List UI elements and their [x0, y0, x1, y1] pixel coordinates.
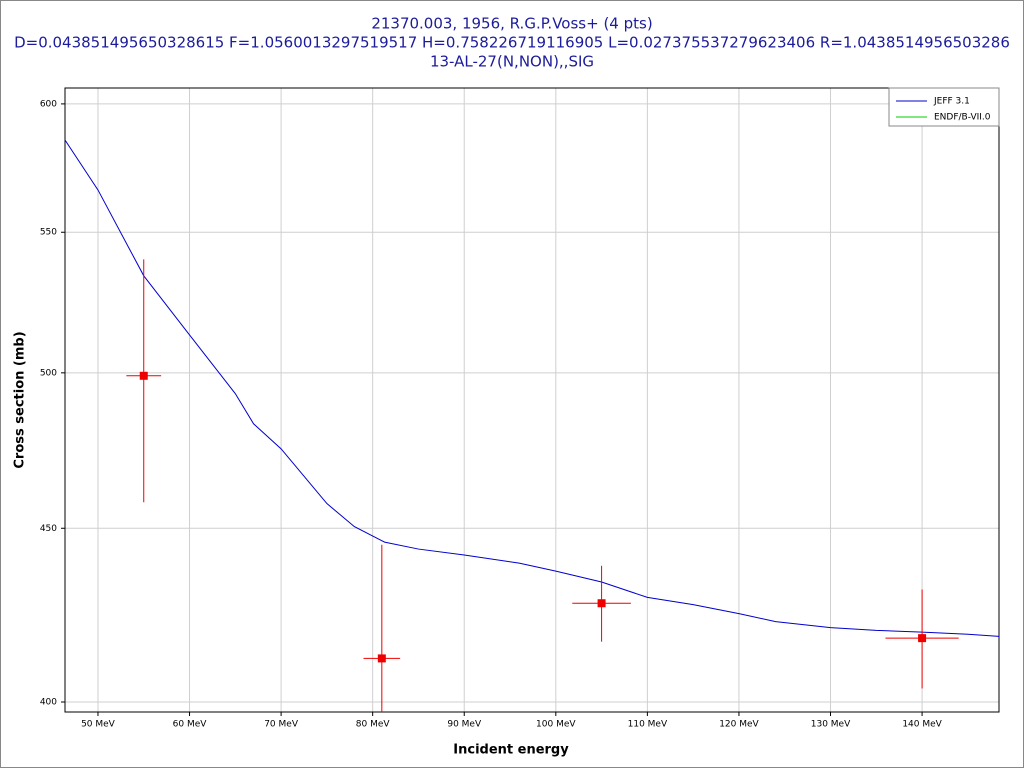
legend-box — [888, 87, 1000, 127]
x-tick-label: 70 MeV — [264, 720, 299, 730]
y-tick-label: 600 — [40, 99, 57, 109]
chart-title: 21370.003, 1956, R.G.P.Voss+ (4 pts) — [371, 15, 652, 33]
x-tick-label: 50 MeV — [81, 720, 116, 730]
x-tick-label: 140 MeV — [902, 720, 942, 730]
chart-title: D=0.043851495650328615 F=1.0560013297519… — [14, 34, 1010, 52]
x-tick-label: 110 MeV — [628, 720, 668, 730]
plot-area — [65, 88, 999, 712]
x-tick-label: 60 MeV — [173, 720, 208, 730]
legend-label: JEFF 3.1 — [933, 97, 970, 107]
plot-border — [64, 87, 1000, 713]
x-tick-label: 100 MeV — [536, 720, 576, 730]
chart-title: 13-AL-27(N,NON),,SIG — [430, 53, 594, 71]
y-tick-label: 550 — [40, 228, 57, 238]
y-axis-label: Cross section (mb) — [13, 331, 28, 468]
data-point — [139, 371, 148, 380]
legend-label: ENDF/B-VII.0 — [934, 113, 991, 123]
line-series — [64, 139, 1000, 637]
x-tick-label: 120 MeV — [719, 720, 759, 730]
y-tick-label: 400 — [40, 698, 57, 708]
data-point — [377, 654, 386, 663]
x-tick-label: 130 MeV — [811, 720, 851, 730]
data-point — [918, 634, 927, 643]
x-tick-label: 80 MeV — [356, 720, 391, 730]
data-point — [597, 599, 606, 608]
y-tick-label: 500 — [40, 368, 57, 378]
x-axis-label: Incident energy — [453, 743, 569, 758]
y-tick-label: 450 — [40, 524, 57, 534]
x-tick-label: 90 MeV — [447, 720, 482, 730]
